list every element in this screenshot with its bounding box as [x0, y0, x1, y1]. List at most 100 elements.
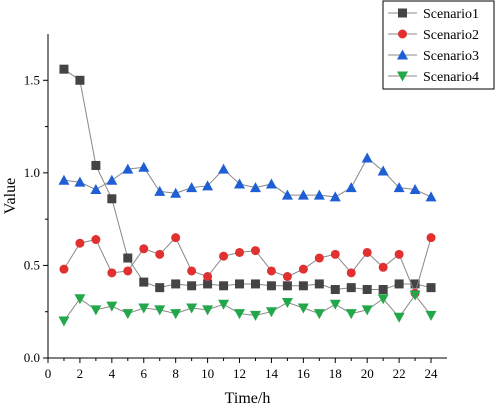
scenario4-point [202, 305, 214, 316]
scenario2-point [362, 247, 372, 257]
scenario2-point [171, 233, 181, 243]
scenario3-point [377, 165, 389, 176]
scenario4-point [170, 309, 182, 320]
scenario1-point [266, 281, 276, 291]
scenario1-point [250, 279, 260, 289]
scenario4-point [313, 309, 325, 320]
scenario1-point [171, 279, 181, 289]
scenario3-point [425, 191, 437, 202]
scenario1-legend-label: Scenario1 [423, 7, 479, 22]
scenario1-point [235, 279, 245, 289]
scenario3-point [138, 161, 150, 172]
scenario3-point [218, 163, 230, 174]
scenario1-point [394, 279, 404, 289]
scenario3-point [170, 187, 182, 198]
scenario4-point [74, 294, 86, 305]
scenario2-point [235, 247, 245, 257]
scenario4-point [361, 305, 373, 316]
scenario4-point [425, 310, 437, 321]
x-tick-label: 2 [77, 366, 84, 381]
x-tick-label: 24 [425, 366, 439, 381]
scenario2-point [426, 233, 436, 243]
scenario4-point [138, 303, 150, 314]
scenario1-point [219, 281, 229, 291]
scenario3-point [186, 182, 198, 193]
y-tick-label: 1.0 [24, 165, 40, 180]
y-tick-label: 0.5 [24, 257, 40, 272]
scenario4-line [63, 294, 432, 322]
scenario1-point [75, 75, 85, 85]
scenario1-point [362, 284, 372, 294]
x-tick-label: 12 [233, 366, 246, 381]
scenario2-point [187, 266, 197, 276]
scenario3-point [281, 189, 293, 200]
scenario3-point [234, 178, 246, 189]
scenario2-point [394, 249, 404, 259]
scenario2-point [330, 249, 340, 259]
scenario4-point [186, 303, 198, 314]
x-tick-label: 16 [297, 366, 311, 381]
scenario3-point [106, 174, 118, 185]
scenario4-point [345, 309, 357, 320]
x-tick-label: 10 [201, 366, 214, 381]
scenario4-point [106, 301, 118, 312]
scenario4-point [393, 312, 405, 323]
scenario1-point [203, 279, 213, 289]
y-axis-title: Value [2, 178, 19, 214]
scenario1-series [59, 64, 436, 294]
scenario2-point [314, 253, 324, 263]
scenario3-series [58, 152, 437, 202]
scenario2-line [63, 236, 432, 295]
scenario4-point [265, 307, 277, 318]
scenario4-point [154, 305, 166, 316]
x-tick-label: 6 [141, 366, 148, 381]
scenario2-legend-marker [398, 29, 407, 39]
scenario3-point [122, 163, 134, 174]
scenario1-point [330, 284, 340, 294]
scenario2-point [250, 246, 260, 256]
scenario4-point [90, 305, 102, 316]
scenario4-legend-marker [397, 71, 408, 82]
scenario1-point [282, 281, 292, 291]
scenario3-point [361, 152, 373, 163]
scenario3-point [202, 180, 214, 191]
scenario3-point [393, 182, 405, 193]
x-axis-title: Time/h [225, 390, 271, 407]
scenario4-point [122, 309, 134, 320]
scenario3-point [154, 185, 166, 196]
scenario2-point [75, 238, 85, 248]
scenario2-legend-label: Scenario2 [423, 28, 479, 43]
scenario3-point [58, 174, 70, 185]
scenario2-point [219, 251, 229, 261]
x-tick-label: 14 [265, 366, 279, 381]
scenario3-point [74, 176, 86, 187]
scenario2-point [59, 264, 69, 274]
scenario1-point [410, 279, 420, 289]
scenario3-legend-marker [397, 49, 408, 60]
scenario3-point [297, 189, 309, 200]
scenario2-point [155, 249, 165, 259]
y-tick-label: 0.0 [24, 350, 40, 365]
scenario3-point [265, 178, 277, 189]
x-tick-label: 0 [45, 366, 52, 381]
scenario2-point [346, 268, 356, 278]
scenario4-point [329, 299, 341, 310]
scenario3-point [329, 191, 341, 202]
x-tick-label: 20 [361, 366, 374, 381]
scenario2-point [266, 266, 276, 276]
scenario1-point [187, 281, 197, 291]
scenario4-legend-label: Scenario4 [423, 70, 479, 85]
scenario1-point [155, 283, 165, 293]
scenario3-point [90, 184, 102, 195]
x-tick-label: 18 [329, 366, 342, 381]
scenario2-point [91, 235, 101, 245]
scenario4-point [218, 299, 230, 310]
scenario1-point [123, 253, 133, 263]
scenario1-line [63, 68, 432, 291]
scenario4-point [281, 297, 293, 308]
scenario3-line [63, 157, 432, 198]
scenario4-point [234, 309, 246, 320]
axes: 0 2 4 6 8 10 12 14 16 18 20 22 240.00.51.01.5 [24, 34, 447, 381]
scenario2-point [282, 272, 292, 282]
